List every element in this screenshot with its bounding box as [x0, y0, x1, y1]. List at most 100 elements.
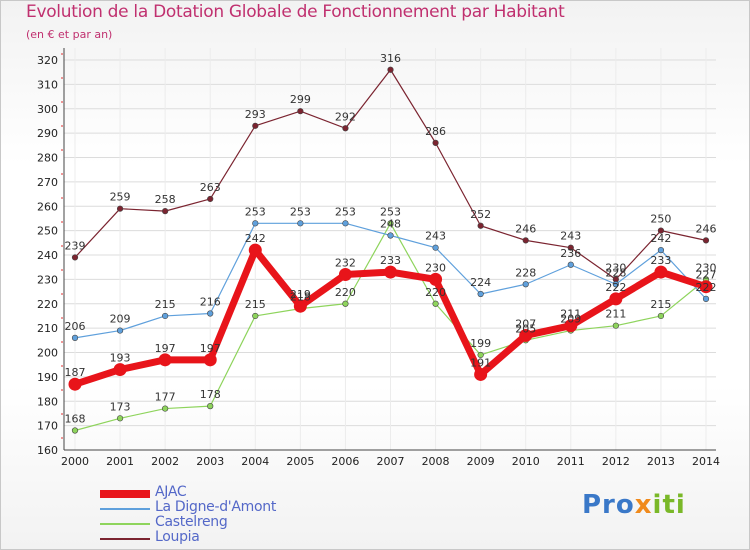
- data-point: [252, 122, 259, 129]
- data-label: 228: [515, 266, 536, 279]
- data-label: 193: [110, 352, 131, 365]
- x-tick-label: 2001: [106, 455, 134, 468]
- data-label: 250: [650, 213, 671, 226]
- x-tick-label: 2002: [151, 455, 179, 468]
- data-point: [702, 295, 710, 302]
- data-label: 230: [696, 261, 717, 274]
- x-tick-label: 2003: [196, 455, 224, 468]
- y-tick-label: 160: [37, 444, 58, 457]
- data-label: 248: [380, 218, 401, 231]
- data-point: [162, 405, 169, 412]
- data-label: 224: [470, 276, 491, 289]
- data-point: [252, 220, 259, 227]
- data-label: 230: [605, 261, 626, 274]
- data-label: 253: [290, 205, 311, 218]
- legend-swatch: [100, 538, 150, 540]
- data-point: [342, 300, 349, 307]
- data-label: 252: [470, 208, 491, 221]
- data-label: 228: [605, 266, 626, 279]
- data-point: [387, 66, 394, 73]
- x-tick-label: 2010: [512, 455, 540, 468]
- data-point: [338, 268, 352, 281]
- data-label: 316: [380, 52, 401, 65]
- data-label: 178: [200, 388, 221, 401]
- data-point: [116, 205, 124, 212]
- data-label: 168: [65, 413, 86, 426]
- data-label: 219: [290, 288, 311, 301]
- data-point: [477, 351, 484, 359]
- data-label: 259: [110, 191, 131, 204]
- y-tick-label: 320: [37, 54, 58, 67]
- data-point: [657, 227, 665, 234]
- data-point: [702, 237, 710, 244]
- data-label: 233: [380, 254, 401, 267]
- data-label: 199: [470, 337, 491, 350]
- y-tick-label: 290: [37, 127, 58, 140]
- legend-swatch: [100, 489, 150, 499]
- data-label: 215: [650, 298, 671, 311]
- data-point: [432, 244, 439, 251]
- data-label: 253: [380, 205, 401, 218]
- x-tick-label: 2006: [331, 455, 359, 468]
- x-tick-label: 2000: [61, 455, 89, 468]
- data-label: 211: [605, 308, 626, 321]
- data-point: [113, 363, 127, 377]
- x-tick-label: 2004: [241, 455, 269, 468]
- logo-part-2: x: [634, 490, 653, 520]
- data-label: 293: [245, 108, 266, 121]
- data-point: [609, 292, 623, 306]
- y-tick-label: 210: [37, 322, 58, 335]
- data-label: 292: [335, 110, 356, 123]
- data-point: [248, 243, 262, 257]
- data-point: [116, 415, 124, 422]
- legend-label: Castelreng: [155, 514, 228, 530]
- data-label: 242: [245, 232, 266, 245]
- x-tick-label: 2014: [692, 455, 720, 468]
- data-point: [657, 312, 665, 320]
- y-tick-label: 230: [37, 273, 58, 286]
- data-label: 243: [560, 230, 581, 243]
- data-point: [657, 247, 665, 254]
- data-point: [432, 300, 439, 307]
- data-label: 220: [425, 286, 446, 299]
- data-label: 246: [515, 222, 536, 235]
- data-point: [207, 195, 214, 203]
- data-point: [429, 272, 443, 286]
- data-label: 233: [650, 254, 671, 267]
- x-tick-label: 2005: [286, 455, 314, 468]
- data-point: [519, 328, 533, 342]
- data-label: 236: [560, 247, 581, 260]
- data-label: 263: [200, 181, 221, 194]
- data-point: [564, 319, 578, 333]
- data-point: [71, 427, 79, 434]
- data-point: [477, 290, 484, 298]
- data-label: 191: [470, 356, 491, 369]
- data-point: [293, 299, 307, 313]
- data-label: 253: [245, 205, 266, 218]
- x-tick-label: 2009: [467, 455, 495, 468]
- data-label: 232: [335, 257, 356, 270]
- y-tick-label: 190: [37, 371, 58, 384]
- data-label: 206: [65, 320, 86, 333]
- data-point: [207, 310, 214, 317]
- data-label: 227: [696, 269, 717, 282]
- data-point: [252, 312, 259, 320]
- data-point: [522, 237, 529, 244]
- data-label: 187: [65, 366, 86, 379]
- y-tick-label: 180: [37, 395, 58, 408]
- data-point: [699, 280, 713, 294]
- y-tick-label: 260: [37, 200, 58, 213]
- data-point: [297, 108, 304, 115]
- data-label: 286: [425, 125, 446, 138]
- data-point: [432, 139, 439, 146]
- data-point: [387, 232, 394, 239]
- data-label: 216: [200, 296, 221, 309]
- data-label: 197: [155, 342, 176, 355]
- data-label: 209: [110, 313, 131, 326]
- logo-part-1: Pro: [582, 490, 635, 520]
- data-point: [654, 265, 668, 279]
- data-point: [297, 220, 304, 227]
- data-label: 205: [515, 322, 536, 335]
- data-point: [612, 281, 619, 288]
